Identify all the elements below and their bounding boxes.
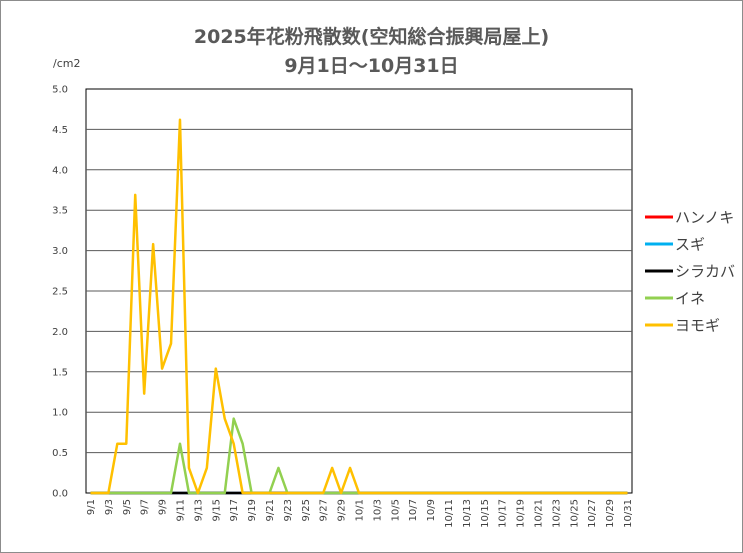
x-tick-label: 10/13 bbox=[462, 499, 473, 528]
chart-title-line2: 9月1日～10月31日 bbox=[284, 55, 459, 77]
x-tick-label: 10/25 bbox=[569, 499, 580, 528]
x-tick-label: 9/25 bbox=[301, 499, 312, 521]
legend-label: ハンノキ bbox=[675, 209, 734, 227]
x-tick-label: 10/3 bbox=[372, 499, 383, 521]
legend-label: イネ bbox=[675, 290, 705, 308]
y-tick-label: 0.5 bbox=[52, 448, 68, 459]
x-tick-label: 10/29 bbox=[605, 499, 616, 528]
y-tick-label: 3.5 bbox=[52, 206, 68, 217]
x-tick-label: 9/27 bbox=[319, 499, 330, 521]
x-tick-label: 10/7 bbox=[408, 499, 419, 521]
y-tick-label: 2.0 bbox=[52, 327, 68, 338]
x-tick-label: 9/19 bbox=[247, 499, 258, 521]
x-tick-label: 10/21 bbox=[534, 499, 545, 528]
x-tick-label: 10/19 bbox=[516, 499, 527, 528]
x-tick-label: 10/1 bbox=[355, 499, 366, 521]
y-tick-label: 2.5 bbox=[52, 287, 68, 298]
x-tick-label: 9/7 bbox=[140, 499, 151, 515]
x-tick-label: 10/17 bbox=[498, 499, 509, 528]
chart-title-line1: 2025年花粉飛散数(空知総合振興局屋上) bbox=[193, 26, 550, 48]
y-tick-label: 0.0 bbox=[52, 489, 68, 500]
x-tick-label: 9/15 bbox=[211, 499, 222, 521]
x-tick-label: 9/21 bbox=[265, 499, 276, 521]
x-tick-label: 9/29 bbox=[337, 499, 348, 521]
x-tick-label: 10/15 bbox=[480, 499, 491, 528]
y-tick-label: 4.5 bbox=[52, 125, 68, 136]
x-tick-label: 9/1 bbox=[86, 499, 97, 515]
legend-label: ヨモギ bbox=[675, 317, 720, 335]
legend-label: シラカバ bbox=[675, 263, 735, 281]
y-axis-unit-label: /cm2 bbox=[53, 57, 81, 70]
x-tick-label: 10/27 bbox=[587, 499, 598, 528]
x-tick-label: 9/13 bbox=[193, 499, 204, 521]
x-tick-label: 10/5 bbox=[390, 499, 401, 521]
x-tick-label: 10/31 bbox=[623, 499, 634, 528]
x-tick-label: 9/9 bbox=[158, 499, 169, 515]
x-tick-label: 10/23 bbox=[551, 499, 562, 528]
x-tick-label: 9/17 bbox=[229, 499, 240, 521]
x-tick-label: 9/11 bbox=[175, 499, 186, 521]
y-tick-label: 5.0 bbox=[52, 85, 68, 96]
x-tick-label: 9/5 bbox=[122, 499, 133, 515]
y-tick-label: 3.0 bbox=[52, 246, 68, 257]
y-tick-label: 4.0 bbox=[52, 165, 68, 176]
y-tick-label: 1.0 bbox=[52, 408, 68, 419]
legend-label: スギ bbox=[675, 236, 705, 254]
x-tick-label: 10/11 bbox=[444, 499, 455, 528]
x-tick-label: 9/23 bbox=[283, 499, 294, 521]
series-line-5 bbox=[90, 118, 628, 495]
y-tick-label: 1.5 bbox=[52, 367, 68, 378]
x-tick-label: 9/3 bbox=[104, 499, 115, 515]
series-line-4 bbox=[90, 417, 628, 495]
x-tick-label: 10/9 bbox=[426, 499, 437, 521]
